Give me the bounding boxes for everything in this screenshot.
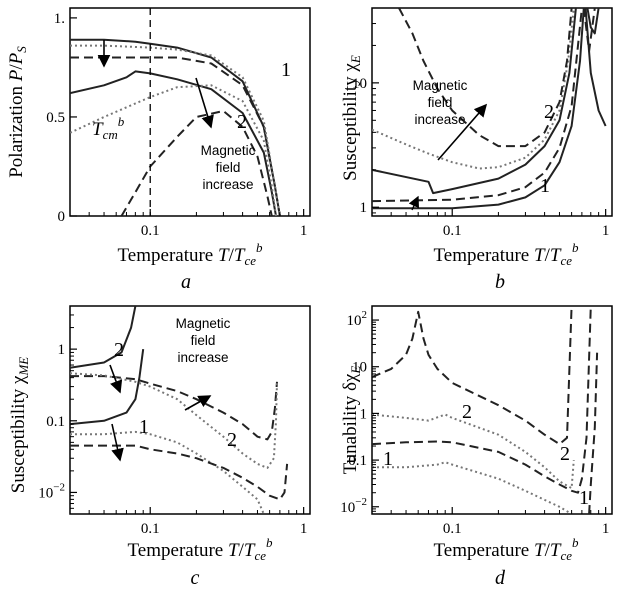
ytick-label-b-1: 10 (352, 76, 367, 92)
series-b-3 (372, 8, 577, 195)
arrow-a-right (195, 77, 214, 129)
ann-c-1: Magnetic (176, 316, 231, 331)
plot-frame-d (371, 305, 613, 515)
ytick-label-d-2: 1 (360, 406, 368, 422)
ytick-label-d-1: 0.1 (348, 453, 367, 469)
curves-d (372, 306, 599, 514)
series-b-8 (582, 8, 596, 53)
arrow-c-3 (184, 395, 212, 411)
xtick-label-a-1: 1 (300, 223, 308, 239)
ytick-label-a-0: 0 (58, 209, 66, 225)
series-c-3 (70, 375, 278, 441)
xtick-label-b-0: 0.1 (443, 223, 462, 239)
panel-label-d: d (495, 567, 506, 589)
xtick-label-b-1: 1 (602, 223, 610, 239)
xlabel-d: Temperature T/Tceb (434, 535, 579, 563)
curve-label-d-2a: 2 (462, 401, 472, 423)
ytick-label-d-3: 10 (352, 360, 367, 376)
ytick-label-a-1: 0.5 (46, 110, 65, 126)
curve-label-b-1: 1 (540, 175, 550, 197)
xtick-label-a-0: 0.1 (141, 223, 160, 239)
curve-label-d-1a: 1 (383, 448, 393, 470)
xtick-label-d-1: 1 (602, 521, 610, 537)
plot-frame-c (69, 305, 311, 515)
ylabel-a: Polarization P/PS (6, 46, 29, 178)
series-c-6 (70, 444, 289, 501)
curve-label-b-2: 2 (544, 101, 554, 123)
xtick-label-c-1: 1 (300, 521, 308, 537)
series-a-3 (70, 44, 281, 216)
curve-label-c-2b: 2 (227, 429, 237, 451)
ylabel-d: Tunability δχE (340, 366, 363, 475)
ann-c-3: increase (177, 350, 228, 365)
ytick-label-c-2: 1 (58, 342, 66, 358)
arrow-b-small (408, 195, 419, 211)
ytick-label-b-0: 1 (360, 200, 368, 216)
series-d-5 (588, 352, 599, 514)
curve-label-a-1: 1 (281, 59, 291, 81)
plot-frame-b (371, 7, 613, 217)
ytick-label-d-4: 102 (347, 309, 368, 329)
panel-label-a: a (181, 271, 191, 293)
series-d-4 (372, 461, 573, 514)
ann-b-3: increase (414, 112, 465, 127)
panel-label-b: b (495, 271, 505, 293)
series-c-4 (70, 372, 278, 469)
ytick-label-a-2: 1. (54, 11, 65, 27)
ytick-label-d-0: 10−2 (340, 496, 367, 516)
series-c-1 (70, 306, 137, 369)
arrow-c-2 (111, 423, 124, 462)
series-a-5 (70, 84, 277, 216)
ann-a-1: Magnetic (201, 143, 256, 158)
series-b-4 (372, 8, 575, 170)
ytick-label-c-1: 0.1 (46, 414, 65, 430)
ann-b-1: Magnetic (413, 78, 468, 93)
ytick-label-c-0: 10−2 (38, 481, 65, 501)
xlabel-b: Temperature T/Tceb (434, 240, 579, 268)
xtick-label-d-0: 0.1 (443, 521, 462, 537)
panel-label-c: c (191, 567, 200, 589)
series-a-4 (70, 70, 277, 216)
arrow-c-1 (109, 364, 123, 394)
curves-b (372, 8, 607, 210)
tcm-label: Tcmb (92, 114, 125, 142)
xlabel-a: Temperature T/Tceb (118, 240, 263, 268)
ann-a-2: field (216, 160, 241, 175)
curve-label-c-1: 1 (139, 416, 149, 438)
curve-label-d-2b: 2 (560, 443, 570, 465)
ylabel-c: Susceptibility χME (8, 357, 31, 494)
series-d-3 (372, 306, 592, 494)
series-d-2 (372, 413, 575, 490)
series-a-2 (70, 56, 281, 216)
ann-c-2: field (191, 333, 216, 348)
curve-label-d-1b: 1 (579, 487, 589, 509)
plot-frame-a (69, 7, 311, 217)
series-a-6 (120, 110, 273, 216)
curve-label-c-2a: 2 (114, 339, 124, 361)
series-c-2 (70, 348, 145, 426)
arrow-b-up (437, 103, 488, 161)
xtick-label-c-0: 0.1 (141, 521, 160, 537)
ylabel-b: Susceptibility χE (340, 55, 363, 181)
curves-c (70, 306, 289, 514)
ann-b-2: field (428, 95, 453, 110)
series-d-1 (372, 306, 573, 446)
curve-label-a-2: 2 (237, 111, 247, 133)
curves-a (70, 8, 281, 216)
ann-a-3: increase (202, 177, 253, 192)
series-b-1 (372, 8, 585, 210)
xlabel-c: Temperature T/Tceb (128, 535, 273, 563)
